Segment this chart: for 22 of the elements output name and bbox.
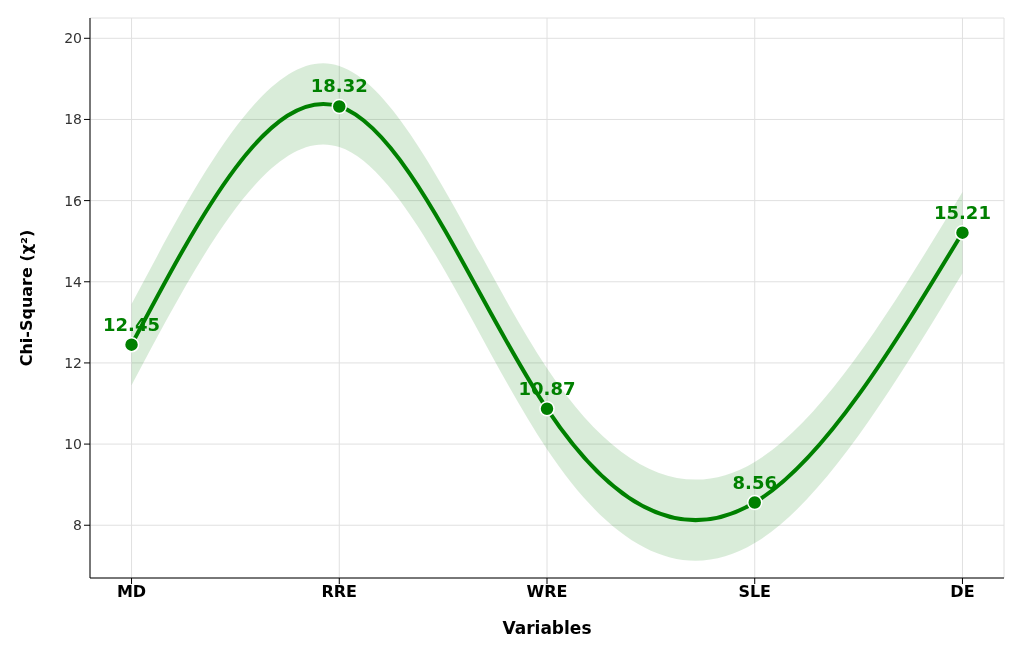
x-tick-label: RRE bbox=[321, 582, 358, 602]
x-tick-label: MD bbox=[116, 582, 147, 602]
y-axis-title: Chi-Square (χ²) bbox=[16, 229, 36, 367]
y-tick-label: 12 bbox=[64, 354, 82, 371]
x-tick-label: DE bbox=[950, 582, 975, 602]
data-label: 18.32 bbox=[310, 75, 368, 97]
y-tick-label: 18 bbox=[64, 111, 82, 128]
point bbox=[123, 336, 140, 353]
y-tick-label: 8 bbox=[73, 517, 82, 534]
y-tick-label: 16 bbox=[64, 192, 83, 209]
y-tick-label: 20 bbox=[64, 30, 82, 47]
x-tick-label: SLE bbox=[738, 582, 772, 602]
point bbox=[954, 224, 971, 241]
point bbox=[331, 98, 348, 115]
point bbox=[746, 494, 763, 511]
x-axis-title: Variables bbox=[502, 618, 592, 638]
y-tick-label: 14 bbox=[64, 273, 83, 290]
x-tick-label: WRE bbox=[526, 582, 568, 602]
data-label: 8.56 bbox=[732, 471, 777, 493]
data-label: 15.21 bbox=[933, 201, 991, 223]
point bbox=[539, 401, 555, 417]
y-tick-label: 10 bbox=[64, 436, 82, 453]
